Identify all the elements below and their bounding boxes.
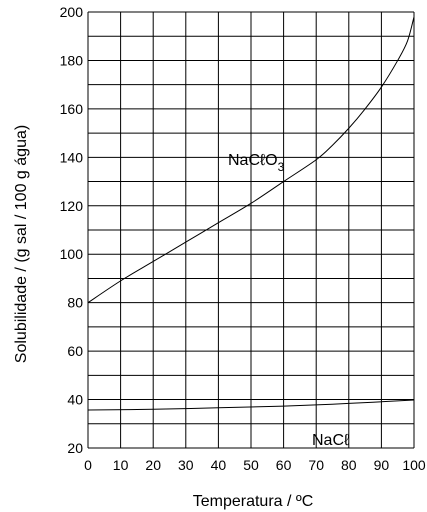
x-tick-label: 60 [276,457,292,473]
y-tick-labels: 20 40 60 80 100 120 140 160 180 200 [60,4,84,456]
x-axis-title: Temperatura / ºC [193,493,314,510]
series-line-1 [87,399,415,411]
x-tick-label: 90 [374,457,390,473]
y-tick-label: 200 [60,4,84,20]
series-lines [87,16,415,411]
x-tick-label: 70 [308,457,324,473]
x-tick-label: 10 [113,457,129,473]
x-tick-labels: 0 10 20 30 40 50 60 70 80 90 100 [84,457,426,473]
x-tick-label: 40 [211,457,227,473]
y-tick-label: 80 [67,295,83,311]
grid [87,11,415,449]
y-tick-label: 40 [67,392,83,408]
x-tick-label: 20 [145,457,161,473]
series-line-0 [87,16,415,304]
y-tick-label: 180 [60,52,84,68]
series-label-nacl: NaCℓ [312,432,349,449]
y-tick-label: 140 [60,149,84,165]
y-axis-title: Solubilidade / (g sal / 100 g água) [13,125,30,363]
x-tick-label: 30 [178,457,194,473]
x-tick-label: 50 [243,457,259,473]
x-tick-label: 100 [402,457,426,473]
y-tick-label: 20 [67,440,83,456]
y-tick-label: 60 [67,343,83,359]
series-label-naclo3: NaCℓO3 [228,152,285,174]
y-tick-label: 100 [60,246,84,262]
x-tick-label: 0 [84,457,92,473]
y-tick-label: 120 [60,198,84,214]
y-tick-label: 160 [60,101,84,117]
x-tick-label: 80 [341,457,357,473]
